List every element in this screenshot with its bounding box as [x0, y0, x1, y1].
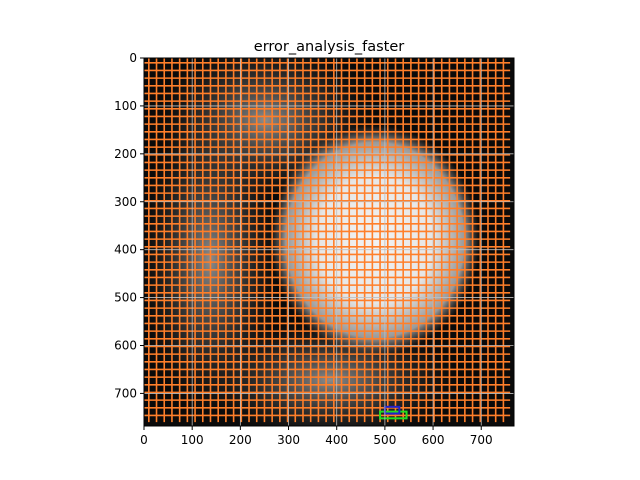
chart-title: error_analysis_faster [254, 39, 404, 55]
x-axis: 0 100 200 300 400 500 600 700 [140, 426, 493, 447]
image-bright-blob [270, 125, 480, 355]
y-tick-label: 400 [114, 243, 137, 257]
axes-frame [143, 57, 515, 427]
y-tick-label: 0 [129, 51, 137, 65]
x-tick-label: 0 [140, 433, 148, 447]
x-tick-label: 400 [325, 433, 348, 447]
y-tick-label: 600 [114, 339, 137, 353]
plot-area [144, 58, 514, 426]
y-axis: 0 100 200 300 400 500 600 700 [114, 51, 144, 400]
y-tick-label: 700 [114, 386, 137, 400]
overlay-grid [144, 58, 511, 423]
x-tick-label: 100 [181, 433, 204, 447]
y-tick-label: 100 [114, 99, 137, 113]
axis-gridlines [144, 58, 514, 426]
y-tick-label: 200 [114, 147, 137, 161]
y-tick-label: 300 [114, 195, 137, 209]
green-box [379, 410, 408, 420]
x-tick-label: 700 [470, 433, 493, 447]
x-tick-label: 200 [229, 433, 252, 447]
x-tick-label: 600 [422, 433, 445, 447]
x-tick-label: 300 [277, 433, 300, 447]
y-tick-label: 500 [114, 291, 137, 305]
x-tick-label: 500 [373, 433, 396, 447]
